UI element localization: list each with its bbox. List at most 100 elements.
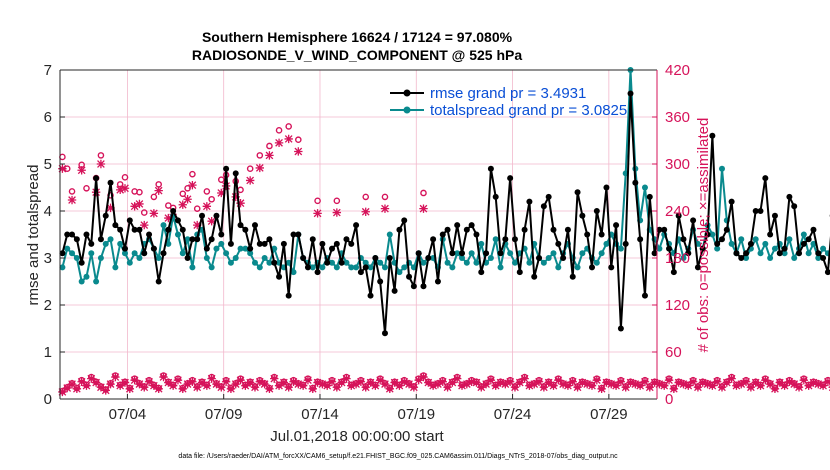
rmse-point [608, 264, 615, 271]
axes: 07/04 07/09 07/14 07/19 07/24 07/29 0 1 2 3 4 5 6 7 0 6… [44, 62, 690, 423]
rmse-point [338, 259, 345, 266]
obs-assimilated-marker [688, 377, 698, 386]
obs-possible-marker [256, 152, 264, 159]
obs-assimilated-marker [785, 377, 794, 386]
obs-assimilated-marker [149, 209, 159, 218]
obs-assimilated-marker [106, 203, 115, 213]
rmse-point [747, 240, 754, 247]
rmse-point [449, 250, 456, 257]
rmse-point [531, 273, 538, 280]
totalspread-point [714, 245, 721, 252]
totalspread-point [810, 240, 817, 247]
rmse-point [136, 226, 143, 233]
obs-possible-marker [150, 193, 158, 201]
obs-assimilated-marker [660, 381, 669, 390]
obs-assimilated-marker [563, 381, 573, 390]
rmse-point [632, 179, 639, 186]
totalspread-point [179, 250, 186, 257]
obs-assimilated-marker [226, 384, 236, 394]
totalspread-point [290, 269, 297, 276]
rmse-point [271, 259, 278, 266]
obs-possible-marker [362, 193, 370, 201]
obs-possible-marker [83, 184, 90, 192]
series-layer [58, 67, 830, 397]
totalspread-point [728, 240, 735, 247]
obs-assimilated-marker [635, 381, 645, 390]
rmse-point [709, 132, 716, 139]
rmse-point [410, 283, 417, 290]
rmse-point [160, 250, 167, 257]
rmse-point [415, 250, 422, 257]
obs-assimilated-marker [597, 384, 606, 394]
rmse-point [574, 189, 581, 196]
rmse-point [579, 212, 586, 219]
rmse-point [276, 273, 283, 280]
rmse-point [521, 226, 528, 233]
totalspread-point [473, 259, 480, 266]
totalspread-point [718, 165, 725, 172]
obs-assimilated-marker [602, 378, 611, 387]
obs-assimilated-marker [279, 378, 289, 387]
totalspread-point [174, 231, 181, 238]
obs-assimilated-marker [96, 159, 106, 169]
obs-assimilated-marker [607, 379, 616, 389]
obs-assimilated-marker [481, 379, 491, 389]
rmse-point [771, 212, 778, 219]
totalspread-point [107, 236, 114, 243]
totalspread-point [511, 259, 518, 266]
obs-possible-marker [295, 136, 302, 144]
obs-assimilated-marker [82, 381, 91, 390]
obs-assimilated-marker [106, 379, 115, 389]
totalspread-point [121, 250, 128, 257]
totalspread-point [617, 245, 624, 252]
totalspread-point [767, 255, 774, 261]
obs-assimilated-marker [814, 379, 823, 389]
totalspread-point [247, 250, 254, 257]
rmse-point [497, 250, 504, 257]
obs-assimilated-marker [96, 383, 106, 392]
obs-assimilated-marker [472, 378, 481, 387]
rmse-point [526, 198, 533, 205]
obs-assimilated-marker [751, 378, 760, 387]
rmse-point [126, 217, 133, 224]
totalspread-point [126, 259, 133, 266]
totalspread-point [208, 264, 215, 271]
obs-assimilated-marker [356, 377, 366, 386]
totalspread-point [59, 264, 66, 271]
rmse-point [348, 240, 355, 247]
y-tick-label-left: 2 [44, 297, 52, 314]
obs-assimilated-marker [77, 377, 86, 386]
obs-assimilated-marker [438, 377, 447, 386]
totalspread-point [762, 240, 769, 247]
obs-assimilated-marker [149, 381, 159, 390]
obs-assimilated-marker [274, 138, 284, 148]
obs-possible-marker [333, 197, 341, 205]
totalspread-point [136, 255, 143, 261]
obs-assimilated-marker [337, 378, 346, 387]
rmse-point [468, 222, 475, 229]
rmse-point [824, 269, 830, 276]
totalspread-point [362, 259, 369, 266]
rmse-point [208, 236, 215, 243]
rmse-point [59, 250, 66, 257]
y-axis-label-right: # of obs: o=possible; ×=assimilated [695, 118, 712, 353]
totalspread-point [550, 250, 557, 257]
legend: rmse grand pr = 3.4931 totalspread grand… [390, 85, 627, 119]
rmse-point [367, 292, 374, 299]
obs-possible-marker [246, 165, 254, 172]
obs-assimilated-marker [433, 379, 443, 389]
totalspread-point [381, 264, 388, 271]
obs-assimilated-marker [809, 378, 818, 387]
obs-possible-marker [217, 176, 225, 183]
obs-assimilated-marker [294, 379, 303, 389]
totalspread-point [83, 273, 90, 280]
totalspread-point [815, 255, 822, 261]
obs-assimilated-marker [626, 378, 635, 387]
totalspread-point [420, 259, 427, 266]
x-tick-label: 07/14 [301, 406, 339, 423]
totalspread-point [410, 264, 417, 271]
obs-assimilated-marker [231, 379, 240, 389]
totalspread-point [757, 250, 764, 257]
totalspread-point [165, 240, 172, 247]
